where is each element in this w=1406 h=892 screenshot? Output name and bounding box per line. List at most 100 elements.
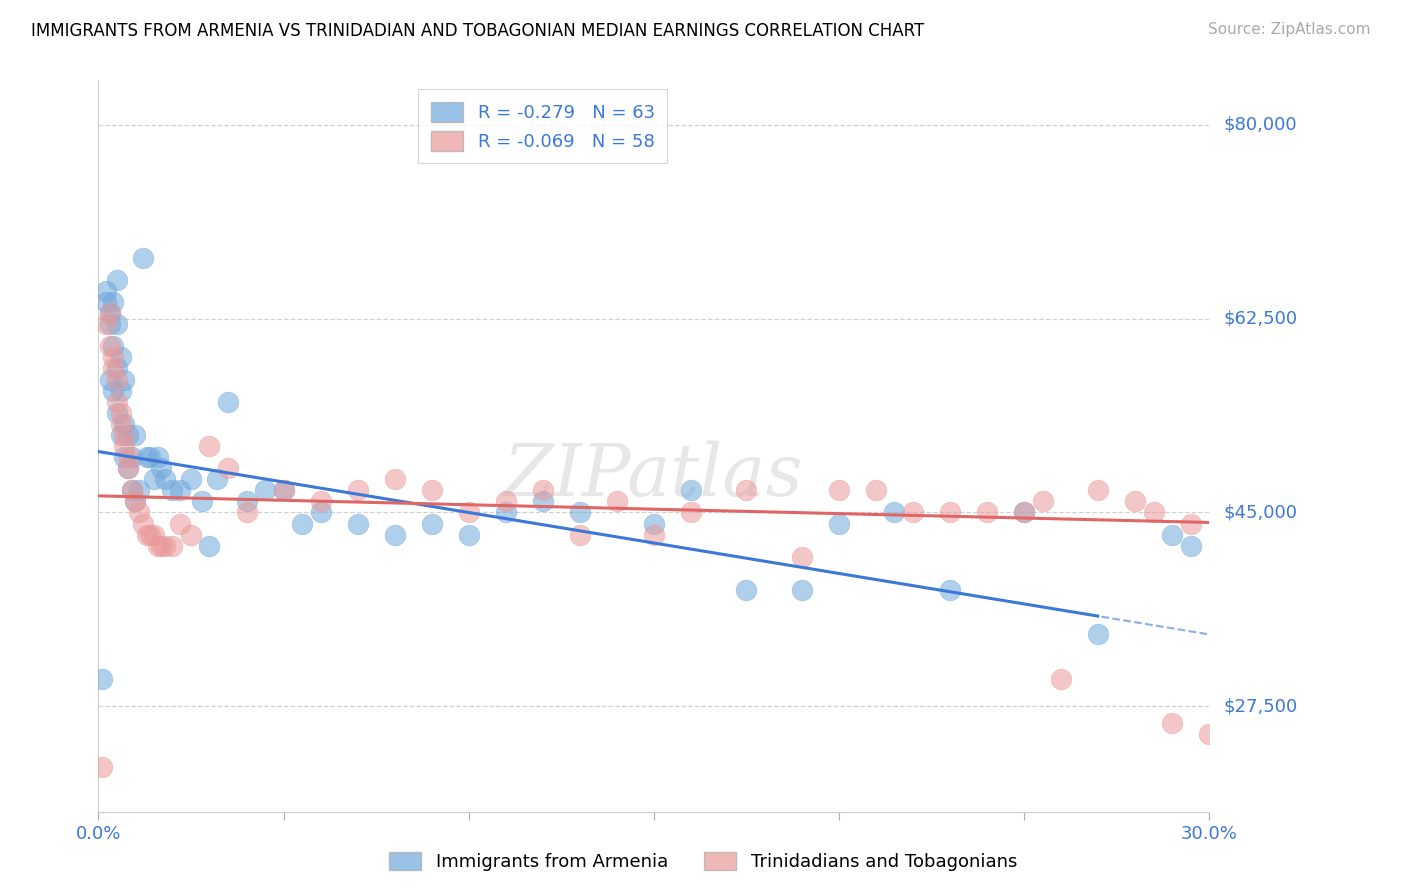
Point bbox=[98, 372, 121, 386]
Point bbox=[883, 506, 905, 520]
Point bbox=[121, 450, 143, 464]
Text: ZIPatlas: ZIPatlas bbox=[503, 440, 804, 510]
Point bbox=[790, 549, 813, 564]
Point bbox=[98, 339, 121, 353]
Point bbox=[1012, 506, 1035, 520]
Point bbox=[1161, 716, 1184, 731]
Point bbox=[1161, 527, 1184, 541]
Point bbox=[143, 527, 166, 541]
Point bbox=[150, 461, 173, 475]
Point bbox=[169, 516, 191, 531]
Point bbox=[103, 294, 125, 309]
Point bbox=[384, 527, 406, 541]
Point bbox=[1050, 672, 1073, 686]
Point bbox=[346, 483, 368, 498]
Point bbox=[735, 583, 758, 598]
Point bbox=[112, 372, 135, 386]
Point bbox=[112, 439, 135, 453]
Point bbox=[146, 539, 169, 553]
Point bbox=[901, 506, 924, 520]
Point bbox=[205, 472, 228, 486]
Point bbox=[128, 483, 150, 498]
Point bbox=[150, 539, 173, 553]
Point bbox=[457, 527, 479, 541]
Point bbox=[1123, 494, 1146, 508]
Point bbox=[273, 483, 295, 498]
Point bbox=[105, 273, 128, 287]
Point bbox=[568, 506, 591, 520]
Point bbox=[235, 494, 257, 508]
Point bbox=[643, 527, 665, 541]
Point bbox=[1180, 539, 1202, 553]
Point bbox=[135, 450, 157, 464]
Point bbox=[273, 483, 295, 498]
Point bbox=[105, 406, 128, 420]
Point bbox=[110, 406, 132, 420]
Point bbox=[112, 417, 135, 431]
Point bbox=[112, 450, 135, 464]
Point bbox=[105, 394, 128, 409]
Point bbox=[191, 494, 214, 508]
Point bbox=[103, 384, 125, 398]
Point bbox=[180, 472, 202, 486]
Point bbox=[146, 450, 169, 464]
Point bbox=[117, 450, 139, 464]
Point bbox=[865, 483, 887, 498]
Point bbox=[291, 516, 314, 531]
Point bbox=[94, 317, 117, 331]
Point bbox=[735, 483, 758, 498]
Point bbox=[217, 394, 239, 409]
Point bbox=[124, 428, 146, 442]
Point bbox=[606, 494, 628, 508]
Point bbox=[1087, 483, 1109, 498]
Point bbox=[180, 527, 202, 541]
Point bbox=[132, 251, 155, 265]
Text: IMMIGRANTS FROM ARMENIA VS TRINIDADIAN AND TOBAGONIAN MEDIAN EARNINGS CORRELATIO: IMMIGRANTS FROM ARMENIA VS TRINIDADIAN A… bbox=[31, 22, 924, 40]
Point bbox=[1198, 727, 1220, 741]
Point bbox=[1143, 506, 1166, 520]
Point bbox=[1087, 627, 1109, 641]
Point bbox=[1180, 516, 1202, 531]
Point bbox=[139, 450, 162, 464]
Point bbox=[679, 506, 702, 520]
Point bbox=[124, 494, 146, 508]
Point bbox=[531, 483, 554, 498]
Point bbox=[531, 494, 554, 508]
Point bbox=[235, 506, 257, 520]
Point bbox=[98, 306, 121, 320]
Point bbox=[790, 583, 813, 598]
Point bbox=[98, 317, 121, 331]
Point bbox=[143, 472, 166, 486]
Point bbox=[135, 527, 157, 541]
Legend: Immigrants from Armenia, Trinidadians and Tobagonians: Immigrants from Armenia, Trinidadians an… bbox=[381, 845, 1025, 879]
Point bbox=[121, 483, 143, 498]
Point bbox=[105, 372, 128, 386]
Point bbox=[103, 351, 125, 365]
Point bbox=[110, 428, 132, 442]
Text: $62,500: $62,500 bbox=[1223, 310, 1298, 327]
Text: $27,500: $27,500 bbox=[1223, 698, 1298, 715]
Point bbox=[679, 483, 702, 498]
Point bbox=[939, 583, 962, 598]
Point bbox=[309, 506, 332, 520]
Point bbox=[976, 506, 998, 520]
Point bbox=[91, 760, 114, 774]
Point bbox=[98, 306, 121, 320]
Point bbox=[457, 506, 479, 520]
Point bbox=[828, 516, 851, 531]
Point bbox=[198, 439, 221, 453]
Point bbox=[420, 483, 443, 498]
Point bbox=[112, 428, 135, 442]
Point bbox=[132, 516, 155, 531]
Point bbox=[110, 351, 132, 365]
Text: Source: ZipAtlas.com: Source: ZipAtlas.com bbox=[1208, 22, 1371, 37]
Point bbox=[103, 361, 125, 376]
Point bbox=[643, 516, 665, 531]
Point bbox=[420, 516, 443, 531]
Point bbox=[110, 417, 132, 431]
Point bbox=[253, 483, 276, 498]
Text: $80,000: $80,000 bbox=[1223, 116, 1296, 134]
Point bbox=[105, 317, 128, 331]
Point bbox=[495, 494, 517, 508]
Point bbox=[117, 428, 139, 442]
